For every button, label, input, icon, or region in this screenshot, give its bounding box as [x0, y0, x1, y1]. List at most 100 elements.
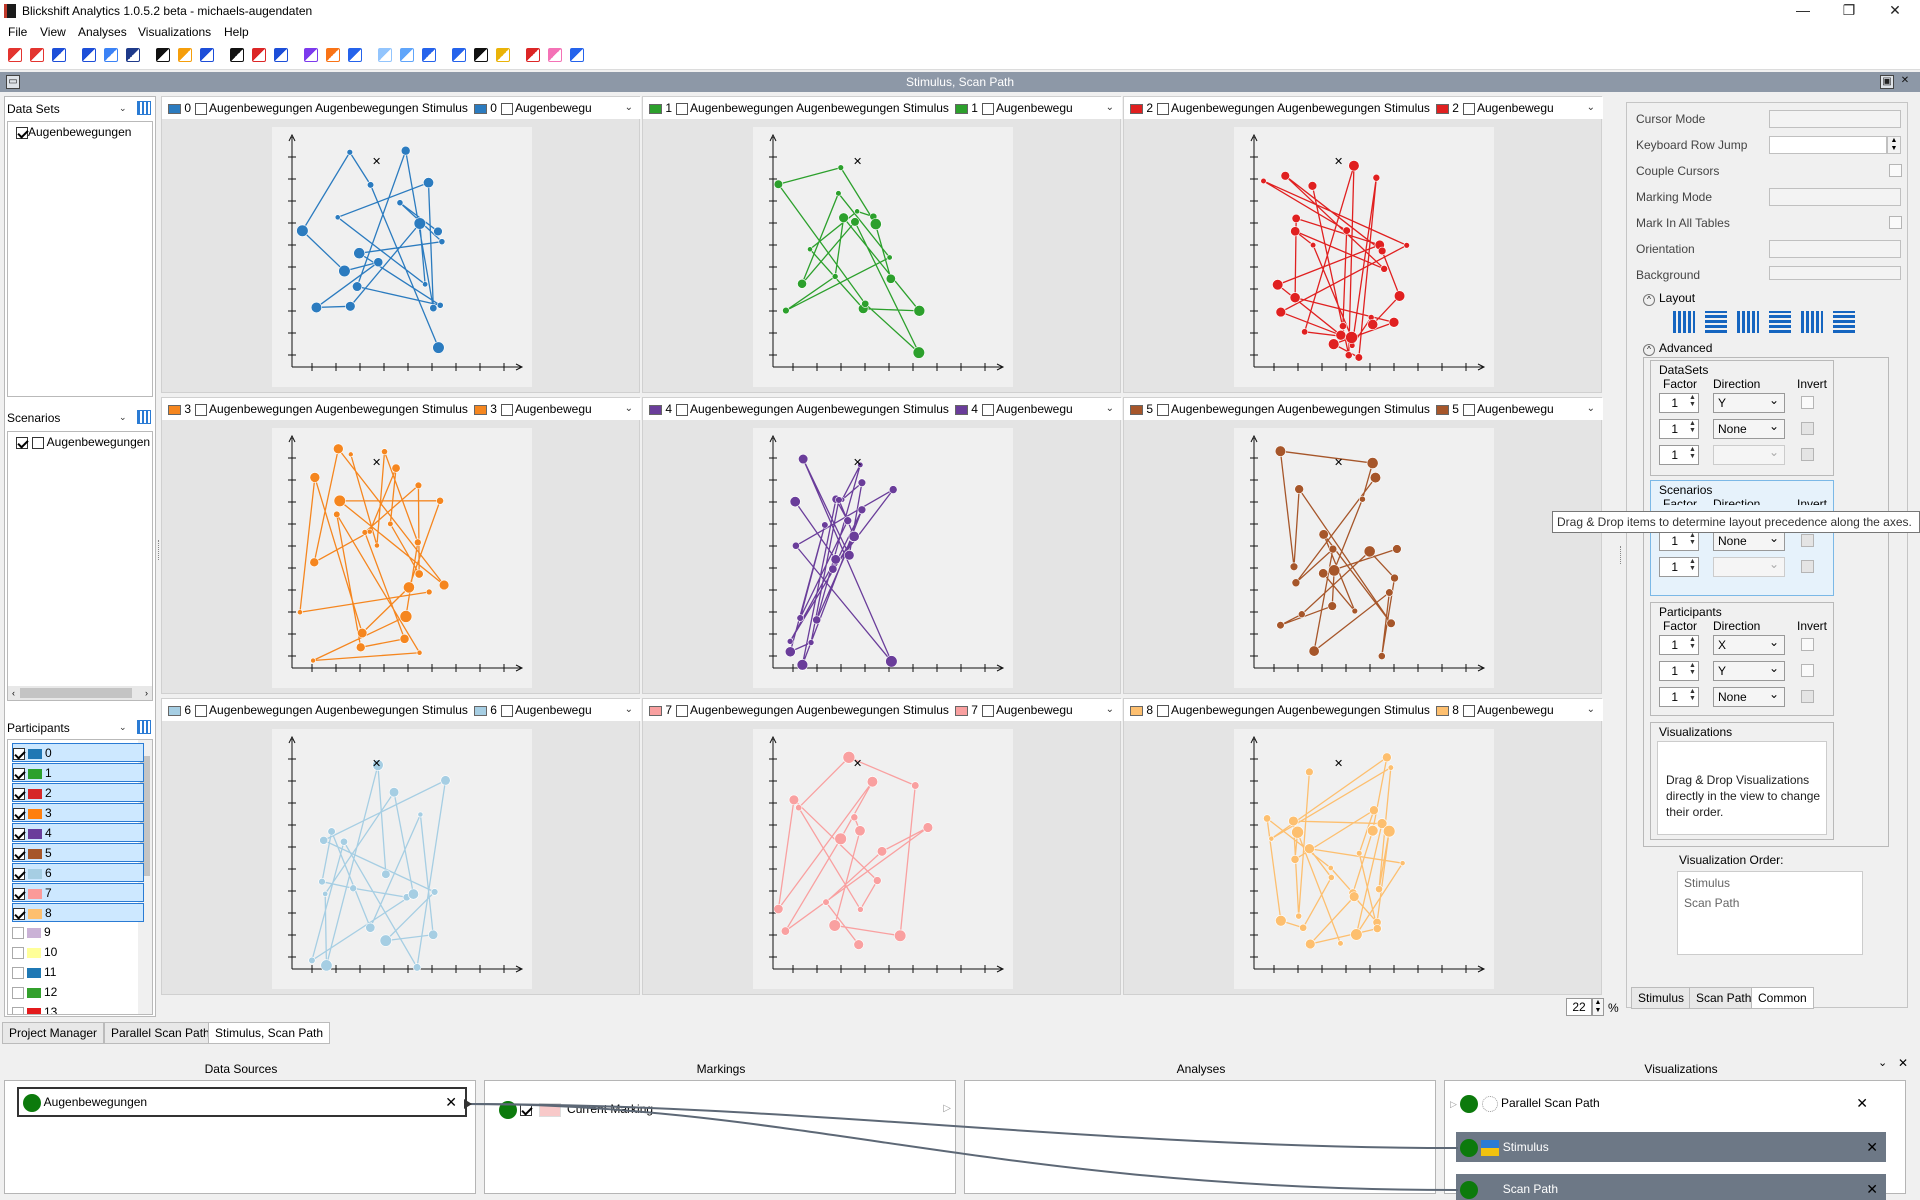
fixation-point[interactable]: [1372, 924, 1382, 933]
chevron-down-icon[interactable]: ⌄: [1105, 102, 1114, 113]
factor-stepper[interactable]: 1: [1659, 661, 1699, 681]
fixation-point[interactable]: [782, 306, 790, 315]
checkbox[interactable]: [981, 704, 994, 717]
fixation-point[interactable]: [807, 639, 815, 646]
invert-checkbox[interactable]: [1801, 448, 1814, 461]
fixation-point[interactable]: [837, 164, 844, 171]
horizontal-scrollbar[interactable]: ‹ ›: [8, 686, 152, 700]
checkbox[interactable]: [13, 747, 25, 760]
fixation-point[interactable]: [1388, 317, 1400, 328]
fixation-point[interactable]: [345, 301, 356, 312]
layout-icon[interactable]: [137, 101, 151, 115]
layout-icon[interactable]: [137, 720, 151, 734]
viz-item-scan-path[interactable]: Scan Path ✕: [1456, 1174, 1886, 1200]
checkbox[interactable]: [1462, 102, 1475, 115]
participant-row[interactable]: 12: [12, 983, 144, 1002]
fixation-point[interactable]: [430, 888, 439, 896]
fixation-point[interactable]: [922, 822, 934, 833]
factor-stepper[interactable]: 1: [1659, 687, 1699, 707]
layout-section[interactable]: ^ Layout: [1643, 291, 1695, 306]
save-icon[interactable]: [52, 48, 66, 62]
checkbox[interactable]: [12, 946, 24, 959]
fixation-point[interactable]: [857, 478, 867, 487]
participant-row[interactable]: 1: [12, 763, 144, 782]
direction-select[interactable]: None: [1713, 685, 1785, 707]
tab-parallel-scan-path[interactable]: Parallel Scan Path: [104, 1022, 217, 1044]
menu-analyses[interactable]: Analyses: [78, 25, 127, 39]
scanpath-plot[interactable]: 4 Augenbewegungen Augenbewegungen Stimulu…: [642, 397, 1122, 694]
save-all-icon[interactable]: [82, 48, 96, 62]
fixation-point[interactable]: [1367, 824, 1379, 837]
row-jump-stepper[interactable]: ▲ ▼: [1887, 136, 1901, 154]
fixation-point[interactable]: [1366, 457, 1379, 469]
checkbox[interactable]: [12, 966, 24, 979]
invert-checkbox[interactable]: [1801, 664, 1814, 677]
fixation-point[interactable]: [1327, 338, 1340, 350]
grid-layout-icon[interactable]: [1705, 311, 1727, 333]
fixation-point[interactable]: [913, 305, 926, 317]
checkbox[interactable]: [12, 926, 24, 939]
fixation-point[interactable]: [1275, 915, 1287, 927]
fixation-point[interactable]: [366, 528, 373, 535]
fixation-point[interactable]: [387, 520, 394, 528]
filter-icon[interactable]: [200, 48, 214, 62]
fixation-point[interactable]: [850, 217, 860, 227]
fixation-point[interactable]: [1301, 328, 1309, 336]
fixation-point[interactable]: [320, 959, 333, 972]
fixation-point[interactable]: [1310, 241, 1317, 249]
minimize-button[interactable]: —: [1796, 2, 1810, 18]
fixation-point[interactable]: [1295, 912, 1303, 920]
merge-icon[interactable]: [252, 48, 266, 62]
cursor-mode-select[interactable]: [1769, 110, 1901, 128]
fixation-point[interactable]: [1291, 578, 1301, 588]
checkbox[interactable]: [13, 767, 25, 780]
list-item[interactable]: Stimulus: [1684, 876, 1731, 890]
fixation-point[interactable]: [1327, 601, 1337, 611]
fixation-point[interactable]: [440, 775, 451, 786]
fixation-point[interactable]: [1327, 865, 1334, 872]
fixation-point[interactable]: [1260, 177, 1267, 185]
factor-stepper[interactable]: 1: [1659, 445, 1699, 465]
stimulus-icon[interactable]: [474, 48, 488, 62]
fixation-point[interactable]: [347, 451, 354, 458]
chevron-down-icon[interactable]: ⌄: [624, 403, 633, 414]
panel-close-icon[interactable]: ✕: [1898, 75, 1912, 89]
checkbox[interactable]: [1157, 704, 1170, 717]
direction-select[interactable]: [1713, 443, 1785, 465]
participant-row[interactable]: 10: [12, 943, 144, 962]
checkbox[interactable]: [676, 704, 689, 717]
fixation-point[interactable]: [400, 145, 411, 156]
fixation-point[interactable]: [1377, 652, 1386, 660]
fixation-point[interactable]: [365, 922, 376, 933]
fixation-point[interactable]: [1335, 329, 1347, 341]
fixation-point[interactable]: [1390, 573, 1399, 583]
fixation-point[interactable]: [842, 751, 856, 764]
fixation-point[interactable]: [1375, 885, 1383, 894]
fixation-point[interactable]: [309, 557, 320, 568]
fixation-point[interactable]: [834, 832, 847, 846]
fixation-point[interactable]: [322, 890, 329, 897]
list-item[interactable]: Scan Path: [1684, 896, 1740, 910]
fixation-point[interactable]: [1291, 213, 1301, 223]
checkbox[interactable]: [1462, 403, 1475, 416]
checkbox[interactable]: [1462, 704, 1475, 717]
fixation-point[interactable]: [412, 963, 422, 972]
fixation-point[interactable]: [428, 929, 439, 940]
output-port-icon[interactable]: ▷: [943, 1103, 951, 1114]
checkbox[interactable]: [13, 847, 25, 860]
fixation-point[interactable]: [366, 181, 375, 189]
fixation-point[interactable]: [1380, 265, 1388, 273]
tab-stimulus[interactable]: Stimulus: [1631, 987, 1692, 1009]
fixation-point[interactable]: [1386, 618, 1396, 628]
fixation-point[interactable]: [346, 149, 354, 156]
fixation-point[interactable]: [339, 837, 348, 846]
participant-row[interactable]: 7: [12, 883, 144, 902]
checkbox[interactable]: [981, 102, 994, 115]
fixation-point[interactable]: [1291, 825, 1304, 839]
zoom-input[interactable]: 22: [1566, 998, 1592, 1016]
chevron-down-icon[interactable]: ⌄: [119, 412, 127, 422]
fixation-point[interactable]: [1369, 805, 1379, 816]
scanpath-plot[interactable]: 3 Augenbewegungen Augenbewegungen Stimulu…: [161, 397, 641, 694]
fixation-point[interactable]: [828, 919, 841, 932]
menu-help[interactable]: Help: [224, 25, 249, 39]
